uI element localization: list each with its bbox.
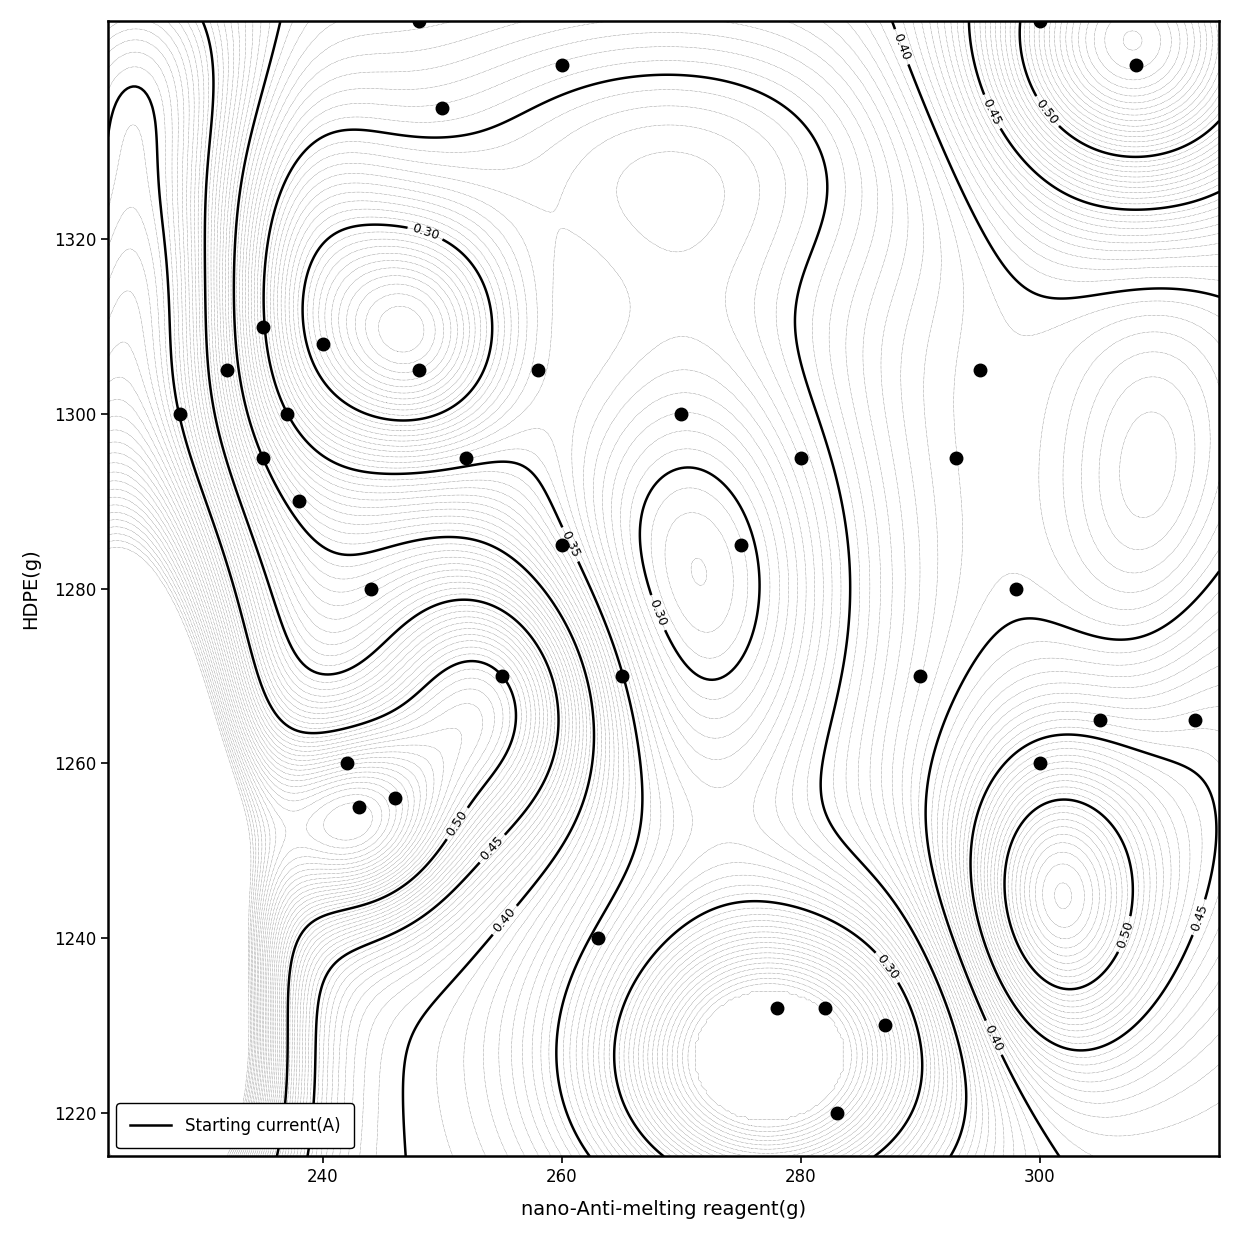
Text: 0.45: 0.45 [1189, 901, 1210, 932]
Text: 0.35: 0.35 [558, 529, 582, 559]
Text: 0.30: 0.30 [874, 952, 901, 982]
Text: 0.40: 0.40 [491, 905, 518, 935]
Legend: Starting current(A): Starting current(A) [117, 1104, 353, 1148]
Text: 0.50: 0.50 [444, 808, 470, 838]
Text: 0.30: 0.30 [646, 598, 668, 629]
X-axis label: nano-Anti-melting reagent(g): nano-Anti-melting reagent(g) [521, 1200, 806, 1219]
Text: 0.30: 0.30 [410, 222, 440, 243]
Y-axis label: HDPE(g): HDPE(g) [21, 548, 40, 629]
Text: 0.45: 0.45 [479, 835, 506, 863]
Text: 0.45: 0.45 [980, 97, 1003, 128]
Text: 0.40: 0.40 [982, 1023, 1006, 1053]
Text: 0.40: 0.40 [890, 31, 913, 62]
Text: 0.50: 0.50 [1115, 919, 1136, 950]
Text: 0.50: 0.50 [1033, 97, 1060, 126]
